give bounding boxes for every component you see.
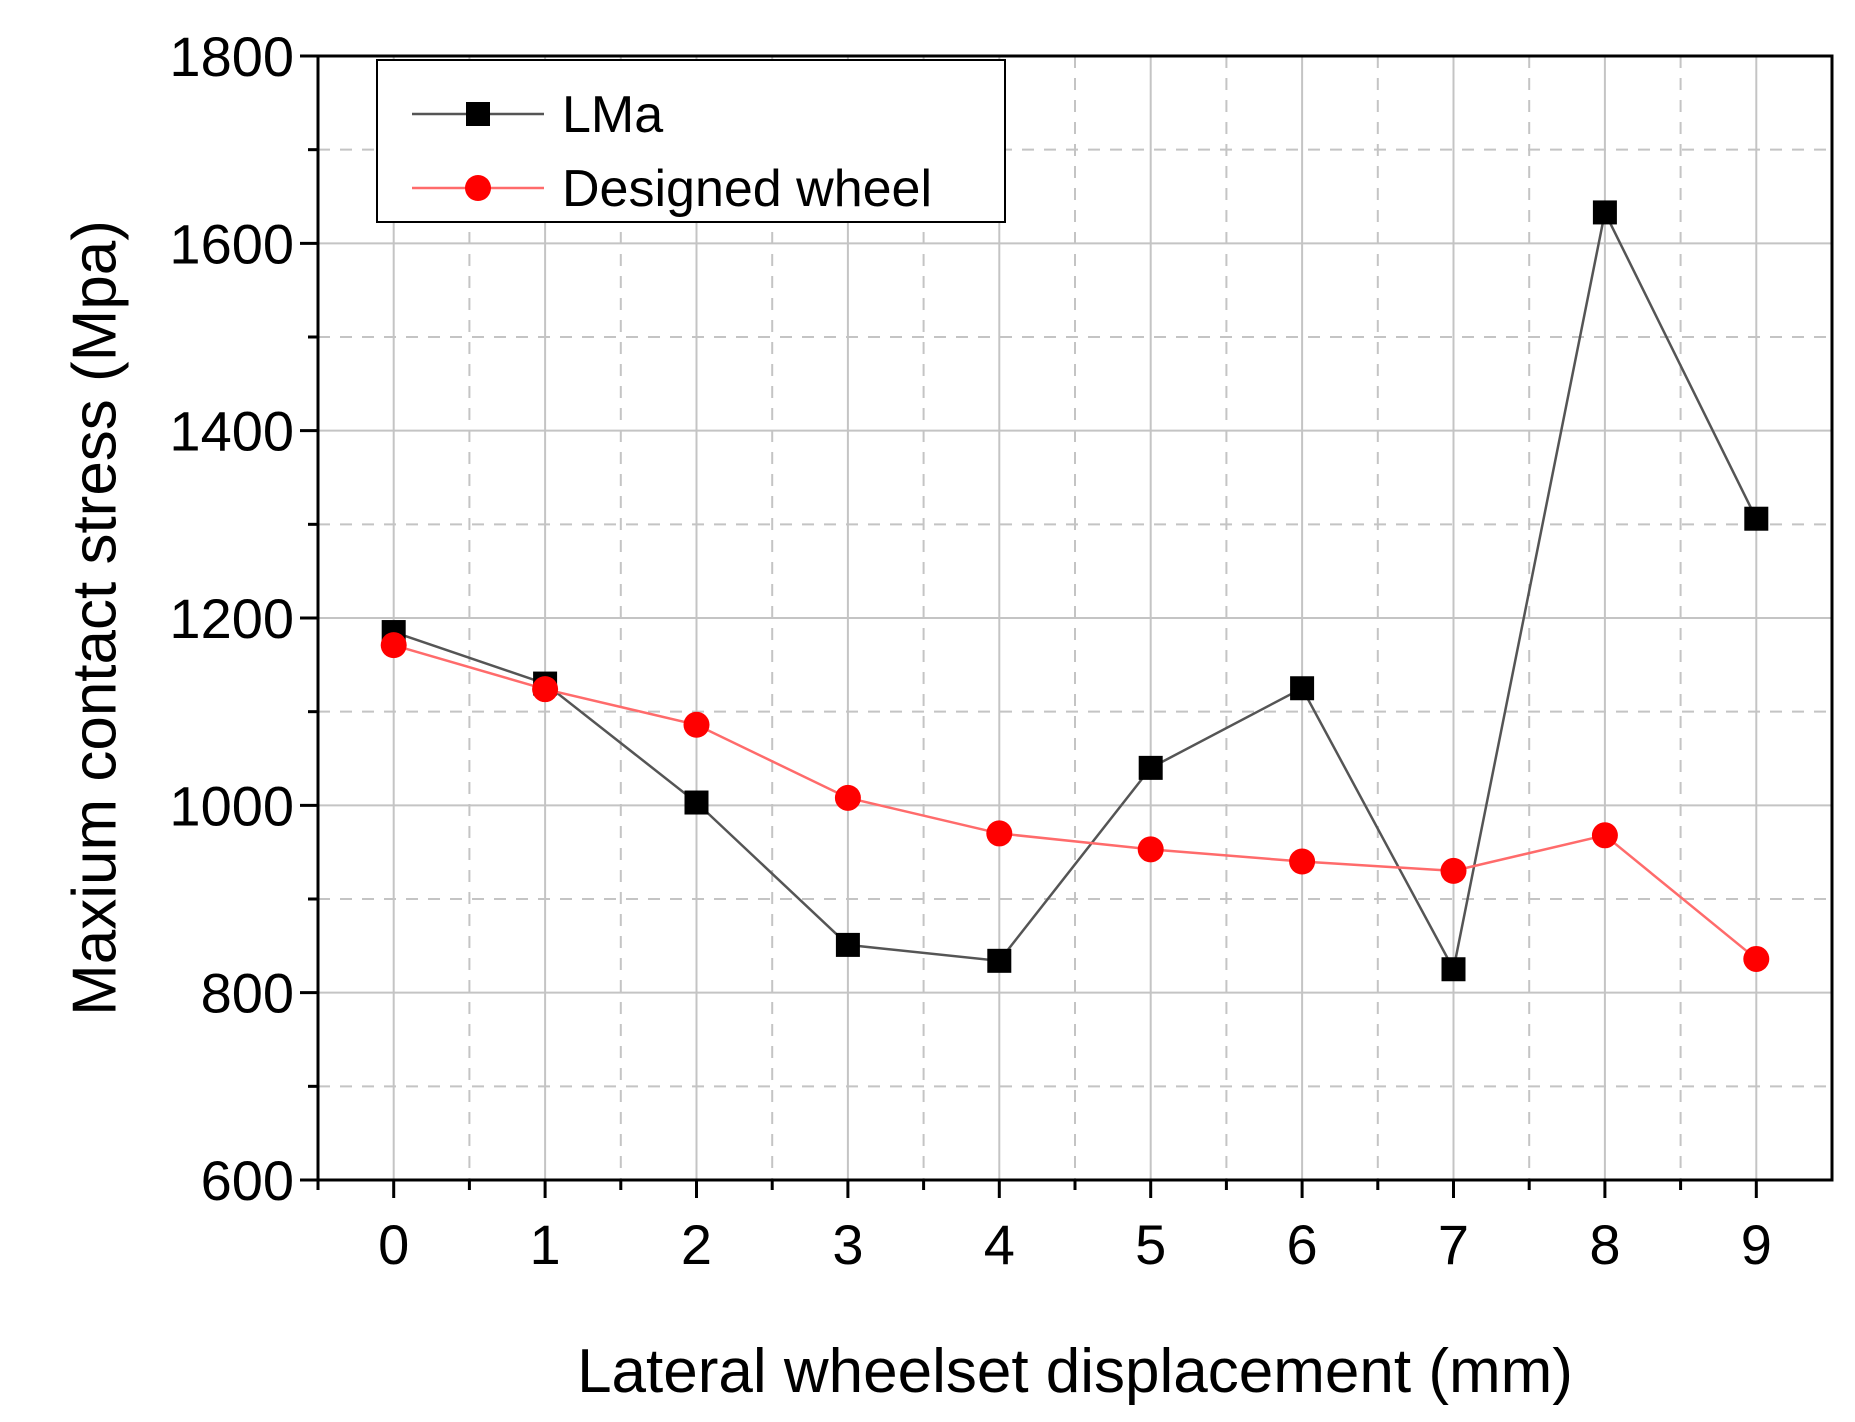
x-tick-label: 1 [530, 1213, 561, 1276]
legend-item-designed-wheel: Designed wheel [412, 160, 932, 218]
series [380, 200, 1770, 982]
x-tick-label: 2 [681, 1213, 712, 1276]
series-line [393, 643, 1758, 960]
legend-label: LMa [562, 86, 663, 144]
data-point [1138, 755, 1163, 780]
x-tick-label: 6 [1287, 1213, 1318, 1276]
data-point [834, 784, 861, 811]
data-point [684, 790, 709, 815]
tick-labels: 600 800 1000 1200 1400 1600 1800 0 1 2 3 4 5 6 7 8 9 [169, 25, 1771, 1276]
data-point [1290, 676, 1315, 701]
x-tick-label: 3 [832, 1213, 863, 1276]
legend-marker [466, 102, 490, 126]
y-tick-label: 1200 [169, 587, 294, 650]
legend-marker [465, 175, 491, 201]
legend-item-lma: LMa [412, 86, 663, 144]
data-point [1440, 857, 1467, 884]
ticks [300, 54, 1758, 1198]
series-line [393, 208, 1758, 973]
data-point [987, 948, 1012, 973]
data-point [683, 711, 710, 738]
y-tick-label: 1600 [169, 212, 294, 275]
grid [318, 56, 1832, 1180]
x-tick-label: 5 [1135, 1213, 1166, 1276]
x-tick-label: 7 [1438, 1213, 1469, 1276]
data-point [532, 676, 559, 703]
data-point [1289, 848, 1316, 875]
data-point [1743, 945, 1770, 972]
y-tick-label: 800 [201, 962, 294, 1025]
x-tick-label: 8 [1589, 1213, 1620, 1276]
data-point [1592, 200, 1617, 225]
data-point [1591, 822, 1618, 849]
x-axis-title: Lateral wheelset displacement (mm) [577, 1337, 1573, 1406]
x-tick-label: 9 [1741, 1213, 1772, 1276]
x-tick-label: 0 [378, 1213, 409, 1276]
data-point [986, 820, 1013, 847]
x-tick-label: 4 [984, 1213, 1015, 1276]
data-point [1441, 957, 1466, 982]
series-designed-wheel [380, 632, 1770, 972]
legend: LMa Designed wheel [376, 59, 1006, 223]
y-tick-label: 1400 [169, 400, 294, 463]
data-point [380, 632, 407, 659]
y-tick-label: 1800 [169, 25, 294, 88]
data-point [1137, 836, 1164, 863]
data-point [1744, 506, 1769, 531]
legend-label: Designed wheel [562, 160, 932, 218]
y-tick-label: 1000 [169, 774, 294, 837]
y-tick-label: 600 [201, 1149, 294, 1212]
data-point [835, 932, 860, 957]
y-axis-title: Maxium contact stress (Mpa) [61, 220, 130, 1016]
